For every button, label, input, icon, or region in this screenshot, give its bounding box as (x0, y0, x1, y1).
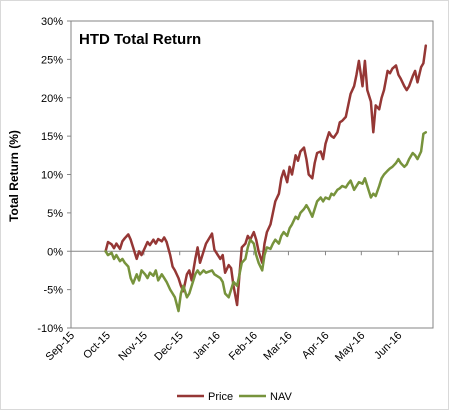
y-tick-label: 30% (41, 16, 63, 28)
chart-title: HTD Total Return (79, 31, 201, 48)
y-tick-label: 5% (47, 208, 63, 220)
y-tick-label: 25% (41, 54, 63, 66)
y-tick-label: 15% (41, 131, 63, 143)
legend-label-nav: NAV (270, 391, 292, 403)
x-tick-label: Oct-15 (81, 330, 113, 362)
series-line-price (104, 44, 428, 307)
y-axis-title: Total Return (%) (7, 130, 21, 222)
plot-border (70, 20, 434, 329)
y-tick-label: -10% (37, 323, 63, 335)
legend-label-price: Price (208, 391, 233, 403)
legend: Price NAV (177, 391, 292, 403)
series-line-nav (104, 131, 428, 313)
x-tick-label: May-16 (333, 330, 367, 364)
x-tick-label: Dec-15 (152, 330, 186, 364)
x-tick-label: Nov-15 (116, 330, 150, 364)
x-tick-label: Apr-16 (300, 330, 332, 362)
x-tick-label: Feb-16 (227, 330, 260, 363)
plot-area: -10%-5%0%5%10%15%20%25%30%Sep-15 Oct-15 No… (37, 16, 434, 364)
y-tick-label: 20% (41, 93, 63, 105)
y-tick-label: 0% (47, 246, 63, 258)
x-tick-label: Jun-16 (372, 330, 404, 362)
x-tick-label: Mar-16 (261, 330, 294, 363)
x-tick-label: Jan-16 (191, 330, 223, 362)
y-tick-label: -5% (43, 285, 63, 297)
y-tick-label: 10% (41, 170, 63, 182)
